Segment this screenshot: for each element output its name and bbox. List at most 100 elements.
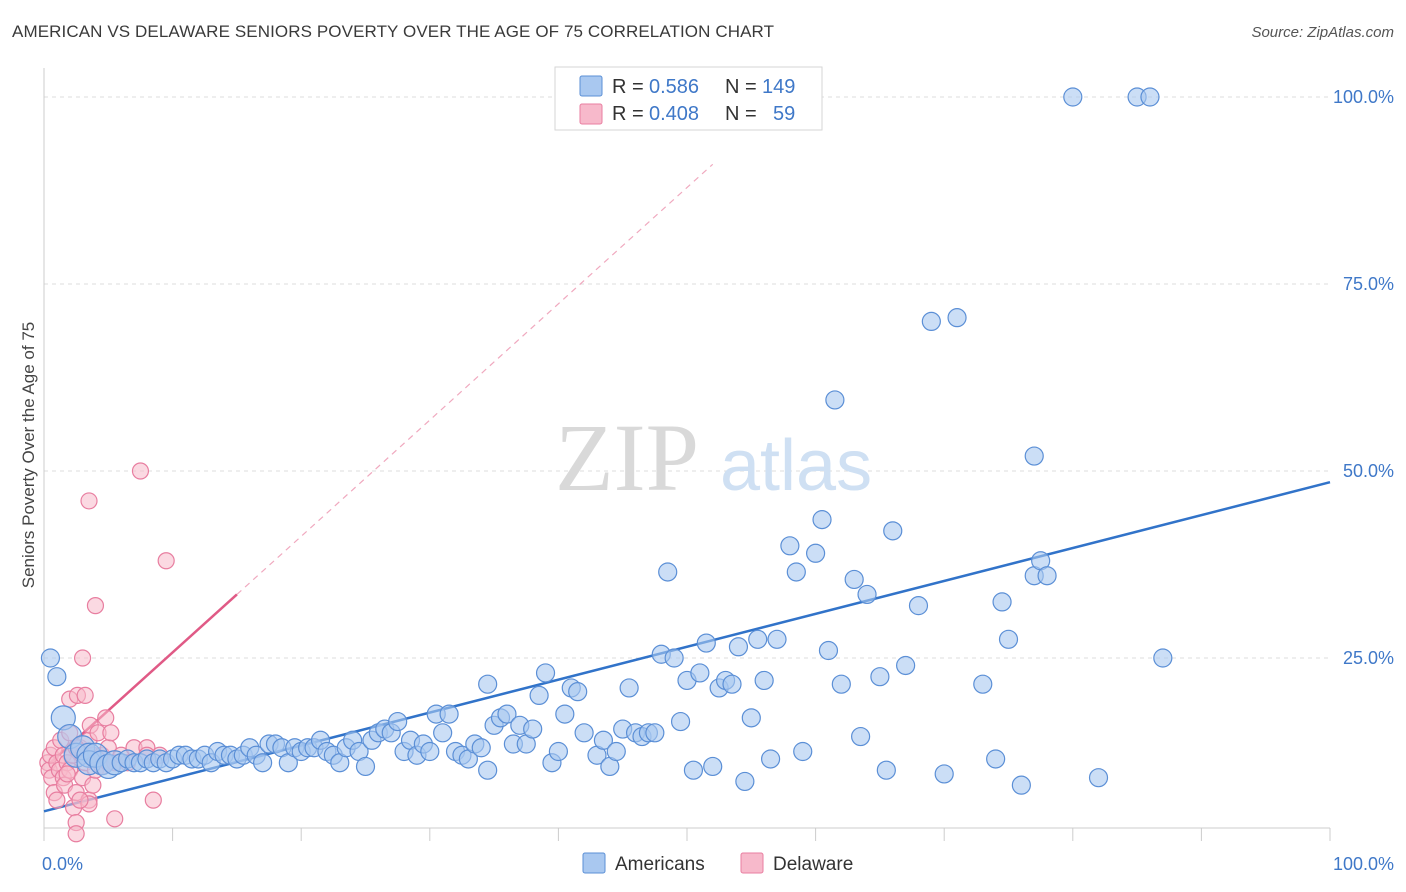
- americans-point-142: [1037, 566, 1057, 586]
- americans-point-63: [439, 704, 459, 724]
- source-label: Source: ZipAtlas.com: [1251, 24, 1394, 41]
- delaware-point-34: [84, 776, 102, 794]
- americans-point-139: [1024, 446, 1044, 466]
- americans-point-60: [420, 741, 440, 762]
- americans-point-112: [754, 670, 774, 691]
- americans-point-145: [1063, 87, 1083, 107]
- americans-point-113: [760, 749, 781, 769]
- delaware-point-7: [48, 791, 66, 809]
- americans-point-98: [664, 648, 684, 668]
- americans-point-0: [40, 648, 61, 668]
- legend-r-label-delaware: R =: [612, 103, 644, 125]
- gridlines: [44, 96, 1330, 659]
- axes: [43, 68, 1331, 841]
- delaware-point-49: [131, 462, 150, 480]
- delaware-point-52: [144, 791, 162, 809]
- delaware-point-45: [106, 810, 124, 828]
- americans-point-136: [992, 592, 1012, 612]
- delaware-point-43: [102, 724, 120, 742]
- legend-n-label-americans: N =: [725, 76, 757, 98]
- americans-point-34: [253, 753, 273, 773]
- americans-point-79: [535, 663, 556, 683]
- americans-point-84: [568, 682, 588, 702]
- americans-point-97: [658, 562, 678, 582]
- legend-r-value-americans: 0.586: [649, 76, 699, 98]
- americans-point-50: [355, 756, 376, 777]
- americans-point-130: [908, 596, 929, 616]
- delaware-point-28: [76, 686, 94, 705]
- tick-labels: 25.0% 50.0% 75.0% 100.0% 0.0% 100.0%: [42, 87, 1394, 874]
- americans-point-143: [1088, 768, 1109, 788]
- legend-top: R = 0.586 N = 149 R = 0.408 N = 59: [554, 66, 823, 131]
- x-tick-label-1: 100.0%: [1333, 854, 1394, 874]
- americans-point-99: [670, 711, 691, 732]
- americans-point-1: [47, 667, 67, 687]
- americans-point-138: [1011, 775, 1031, 795]
- americans-point-95: [645, 723, 665, 743]
- americans-point-68: [471, 738, 491, 758]
- y-tick-label-1: 50.0%: [1343, 461, 1394, 481]
- americans-point-108: [728, 637, 749, 657]
- americans-point-121: [825, 390, 845, 410]
- americans-point-111: [748, 629, 768, 649]
- americans-point-144: [1153, 648, 1173, 668]
- americans-point-120: [818, 640, 839, 661]
- americans-point-122: [831, 674, 851, 694]
- legend-n-label-delaware: N =: [725, 103, 757, 125]
- americans-point-109: [735, 771, 755, 792]
- americans-point-78: [529, 685, 549, 706]
- legend-swatch-americans: [579, 75, 603, 97]
- americans-point-62: [433, 723, 453, 743]
- americans-point-125: [857, 584, 877, 605]
- delaware-point-40: [97, 709, 115, 727]
- y-tick-label-2: 75.0%: [1343, 274, 1394, 294]
- delaware-point-57: [58, 765, 76, 783]
- americans-point-73: [497, 704, 517, 724]
- delaware-point-36: [86, 597, 105, 615]
- legend-n-value-delaware: 59: [773, 103, 795, 125]
- americans-point-89: [606, 741, 626, 762]
- bottom-legend-swatch-delaware: [740, 852, 764, 874]
- americans-point-110: [741, 708, 761, 728]
- y-axis-title: Seniors Poverty Over the Age of 75: [19, 322, 38, 588]
- americans-point-81: [548, 741, 569, 762]
- americans-point-129: [896, 655, 916, 676]
- americans-point-107: [722, 674, 742, 694]
- y-tick-label-0: 25.0%: [1343, 648, 1394, 668]
- legend-r-label-americans: R =: [612, 76, 644, 98]
- americans-point-126: [870, 667, 890, 687]
- americans-point-82: [555, 704, 575, 724]
- americans-point-87: [593, 730, 614, 750]
- americans-point-116: [786, 562, 806, 582]
- watermark-atlas: atlas: [720, 426, 872, 506]
- delaware-point-58: [71, 791, 89, 809]
- bottom-legend-label-americans: Americans: [615, 854, 705, 875]
- legend-swatch-delaware: [579, 103, 603, 125]
- watermark-zip: ZIP: [555, 404, 699, 511]
- americans-point-131: [921, 311, 941, 331]
- americans-point-133: [947, 308, 967, 328]
- americans-point-134: [973, 674, 993, 694]
- chart-title: AMERICAN VS DELAWARE SENIORS POVERTY OVE…: [12, 22, 775, 41]
- delaware-point-55: [80, 492, 98, 510]
- americans-point-118: [805, 543, 826, 563]
- americans-point-103: [696, 633, 716, 653]
- delaware-point-21: [67, 825, 85, 843]
- legend-bottom: Americans Delaware: [582, 852, 853, 875]
- americans-point-132: [934, 764, 954, 784]
- regression-line-delaware-extension: [236, 163, 714, 595]
- americans-point-115: [780, 536, 800, 556]
- y-tick-label-3: 100.0%: [1333, 87, 1394, 107]
- delaware-point-25: [73, 649, 92, 667]
- watermark: ZIP atlas: [555, 404, 872, 511]
- americans-point-69: [478, 760, 498, 780]
- americans-point-114: [767, 629, 787, 649]
- americans-point-135: [986, 749, 1006, 769]
- americans-point-55: [388, 711, 408, 732]
- americans-point-128: [883, 521, 903, 541]
- americans-point-147: [1140, 87, 1160, 107]
- americans-points: [40, 87, 1173, 795]
- americans-point-123: [844, 569, 864, 590]
- delaware-points: [39, 462, 175, 843]
